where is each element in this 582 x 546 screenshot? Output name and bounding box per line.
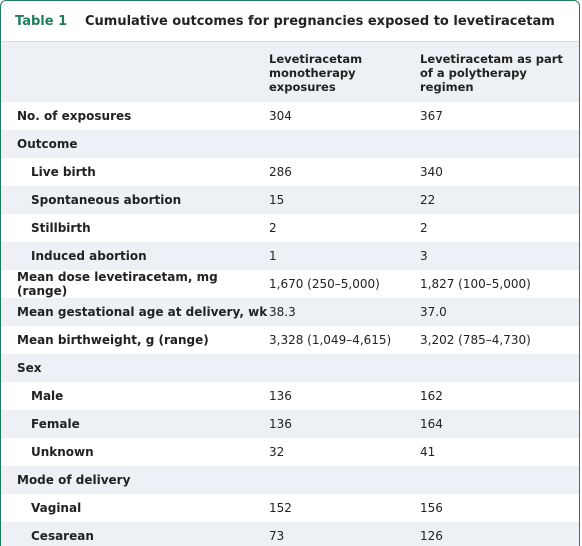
table-row: Male 136 162 [1, 382, 579, 410]
value-cell: 164 [420, 417, 443, 431]
table-row: Induced abortion 1 3 [1, 242, 579, 270]
value-cell [269, 354, 420, 382]
table-row: Mean gestational age at delivery, wk 38.3… [1, 298, 579, 326]
value-cell: 156 [420, 501, 443, 515]
row-label: Mode of delivery [17, 473, 131, 487]
value-cell: 3 [420, 249, 428, 263]
data-table: Levetiracetam monotherapy exposures Leve… [1, 42, 579, 546]
row-label: Mean dose levetiracetam, mg (range) [17, 270, 218, 298]
value-cell: 340 [420, 165, 443, 179]
value-cell [420, 354, 579, 382]
value-cell: 38.3 [269, 305, 296, 319]
table-row: Outcome [1, 130, 579, 158]
value-cell: 15 [269, 193, 285, 207]
row-label: Male [31, 389, 64, 403]
table-row: Mode of delivery [1, 466, 579, 494]
value-cell: 2 [420, 221, 428, 235]
column-header-row: Levetiracetam monotherapy exposures Leve… [1, 42, 579, 102]
column-header: Levetiracetam as part of a polytherapy r… [420, 52, 563, 94]
value-cell: 136 [269, 417, 292, 431]
value-cell: 1,827 (100–5,000) [420, 277, 531, 291]
corner-cell [1, 42, 269, 102]
table-label: Table 1 [15, 13, 68, 29]
row-label: Cesarean [31, 529, 94, 543]
table-row: Spontaneous abortion 15 22 [1, 186, 579, 214]
value-cell [420, 466, 579, 494]
table-row: Stillbirth 2 2 [1, 214, 579, 242]
value-cell: 32 [269, 445, 285, 459]
value-cell: 3,328 (1,049–4,615) [269, 333, 392, 347]
table-row: Sex [1, 354, 579, 382]
table-row: Female 136 164 [1, 410, 579, 438]
row-label: Outcome [17, 137, 78, 151]
value-cell: 162 [420, 389, 443, 403]
row-label: Unknown [31, 445, 94, 459]
value-cell: 22 [420, 193, 436, 207]
value-cell: 2 [269, 221, 277, 235]
table-row: Mean birthweight, g (range) 3,328 (1,049–… [1, 326, 579, 354]
row-label: Stillbirth [31, 221, 91, 235]
row-label: Live birth [31, 165, 96, 179]
table-row: Unknown 32 41 [1, 438, 579, 466]
table-row: Live birth 286 340 [1, 158, 579, 186]
row-label: Induced abortion [31, 249, 147, 263]
value-cell: 152 [269, 501, 292, 515]
value-cell [269, 130, 420, 158]
row-label: Mean gestational age at delivery, wk [17, 305, 268, 319]
value-cell: 41 [420, 445, 436, 459]
value-cell: 304 [269, 109, 292, 123]
table-title: Cumulative outcomes for pregnancies expo… [85, 13, 555, 29]
value-cell [269, 466, 420, 494]
table-body: No. of exposures 304 367 Outcome Live birth 2… [1, 102, 579, 546]
row-label: Vaginal [31, 501, 82, 515]
value-cell: 126 [420, 529, 443, 543]
table-row: Vaginal 152 156 [1, 494, 579, 522]
value-cell [420, 130, 579, 158]
column-header: Levetiracetam monotherapy exposures [269, 52, 363, 94]
row-label: Female [31, 417, 80, 431]
table-row: Mean dose levetiracetam, mg (range) 1,670… [1, 270, 579, 298]
value-cell: 367 [420, 109, 443, 123]
table-row: No. of exposures 304 367 [1, 102, 579, 130]
row-label: Sex [17, 361, 42, 375]
table-row: Cesarean 73 126 [1, 522, 579, 546]
row-label: Spontaneous abortion [31, 193, 182, 207]
table-header: Table 1 Cumulative outcomes for pregnanc… [1, 1, 579, 42]
value-cell: 37.0 [420, 305, 447, 319]
value-cell: 3,202 (785–4,730) [420, 333, 531, 347]
value-cell: 73 [269, 529, 285, 543]
value-cell: 286 [269, 165, 292, 179]
row-label: Mean birthweight, g (range) [17, 333, 209, 347]
row-label: No. of exposures [17, 109, 132, 123]
value-cell: 1 [269, 249, 277, 263]
value-cell: 1,670 (250–5,000) [269, 277, 380, 291]
value-cell: 136 [269, 389, 292, 403]
